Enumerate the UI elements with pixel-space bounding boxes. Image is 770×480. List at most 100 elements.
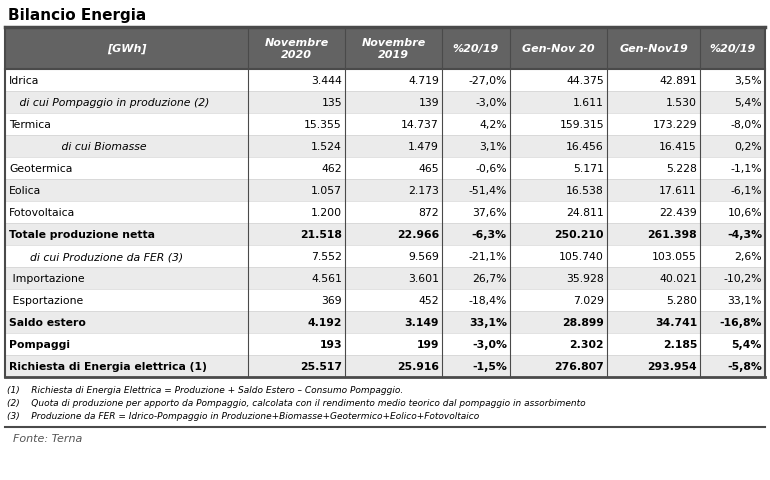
Text: 4.561: 4.561 [311, 274, 342, 283]
Text: 17.611: 17.611 [659, 186, 697, 195]
Text: -3,0%: -3,0% [475, 98, 507, 108]
Text: 15.355: 15.355 [304, 120, 342, 130]
Bar [5, 180, 765, 202]
Text: 24.811: 24.811 [566, 207, 604, 217]
Text: 2.185: 2.185 [663, 339, 697, 349]
Text: -16,8%: -16,8% [719, 317, 762, 327]
Text: -10,2%: -10,2% [724, 274, 762, 283]
Text: [GWh]: [GWh] [107, 44, 146, 54]
Text: Novembre
2019: Novembre 2019 [361, 38, 426, 60]
Bar [5, 136, 765, 157]
Text: -1,1%: -1,1% [731, 164, 762, 174]
Text: (2)    Quota di produzione per apporto da Pompaggio, calcolata con il rendimento: (2) Quota di produzione per apporto da P… [7, 398, 586, 407]
Bar [5, 224, 765, 245]
Text: Termica: Termica [9, 120, 51, 130]
Bar [5, 267, 765, 289]
Text: -0,6%: -0,6% [475, 164, 507, 174]
Text: Importazione: Importazione [9, 274, 85, 283]
Text: -6,1%: -6,1% [731, 186, 762, 195]
Text: 135: 135 [321, 98, 342, 108]
Text: -18,4%: -18,4% [469, 295, 507, 305]
Text: 7.029: 7.029 [573, 295, 604, 305]
Text: 9.569: 9.569 [408, 252, 439, 262]
Text: 250.210: 250.210 [554, 229, 604, 240]
Text: 4.192: 4.192 [307, 317, 342, 327]
Text: 37,6%: 37,6% [473, 207, 507, 217]
Text: 1.611: 1.611 [573, 98, 604, 108]
Bar [5, 157, 765, 180]
Text: 16.456: 16.456 [566, 142, 604, 152]
Text: 28.899: 28.899 [562, 317, 604, 327]
Text: 452: 452 [418, 295, 439, 305]
Text: 3,1%: 3,1% [480, 142, 507, 152]
Text: -6,3%: -6,3% [472, 229, 507, 240]
Text: 5.228: 5.228 [666, 164, 697, 174]
Bar [5, 333, 765, 355]
Text: 1.524: 1.524 [311, 142, 342, 152]
Text: -8,0%: -8,0% [731, 120, 762, 130]
Text: 193: 193 [320, 339, 342, 349]
Text: 40.021: 40.021 [659, 274, 697, 283]
Text: -4,3%: -4,3% [727, 229, 762, 240]
Text: 293.954: 293.954 [648, 361, 697, 371]
Text: 3.444: 3.444 [311, 76, 342, 86]
Text: 16.415: 16.415 [659, 142, 697, 152]
Text: -27,0%: -27,0% [468, 76, 507, 86]
Bar [5, 312, 765, 333]
Bar [5, 114, 765, 136]
Text: 872: 872 [418, 207, 439, 217]
Text: 103.055: 103.055 [652, 252, 697, 262]
Text: 44.375: 44.375 [566, 76, 604, 86]
Text: Gen-Nov19: Gen-Nov19 [619, 44, 688, 54]
Bar [5, 289, 765, 312]
Text: Totale produzione netta: Totale produzione netta [9, 229, 155, 240]
Text: 5.280: 5.280 [666, 295, 697, 305]
Text: 1.479: 1.479 [408, 142, 439, 152]
Text: %20/19: %20/19 [453, 44, 499, 54]
Text: 22.439: 22.439 [659, 207, 697, 217]
Text: Esportazione: Esportazione [9, 295, 83, 305]
Text: 26,7%: 26,7% [473, 274, 507, 283]
Text: 1.057: 1.057 [311, 186, 342, 195]
Text: 261.398: 261.398 [648, 229, 697, 240]
Text: 33,1%: 33,1% [728, 295, 762, 305]
Bar [5, 70, 765, 92]
Text: di cui Produzione da FER (3): di cui Produzione da FER (3) [9, 252, 183, 262]
Text: Bilancio Energia: Bilancio Energia [8, 8, 146, 23]
Text: 5,4%: 5,4% [732, 339, 762, 349]
Text: 2.173: 2.173 [408, 186, 439, 195]
Text: Geotermica: Geotermica [9, 164, 72, 174]
Text: -1,5%: -1,5% [472, 361, 507, 371]
Text: Eolica: Eolica [9, 186, 42, 195]
Text: 5,4%: 5,4% [735, 98, 762, 108]
Text: -5,8%: -5,8% [727, 361, 762, 371]
Text: Pompaggi: Pompaggi [9, 339, 70, 349]
Text: Saldo estero: Saldo estero [9, 317, 86, 327]
Bar [5, 245, 765, 267]
Text: 33,1%: 33,1% [469, 317, 507, 327]
Text: 35.928: 35.928 [566, 274, 604, 283]
Text: 173.229: 173.229 [652, 120, 697, 130]
Text: -21,1%: -21,1% [469, 252, 507, 262]
Text: 276.807: 276.807 [554, 361, 604, 371]
Text: 465: 465 [418, 164, 439, 174]
Text: 369: 369 [321, 295, 342, 305]
Text: 139: 139 [418, 98, 439, 108]
Text: 4,2%: 4,2% [480, 120, 507, 130]
Text: 462: 462 [321, 164, 342, 174]
Text: 22.966: 22.966 [397, 229, 439, 240]
Text: 25.916: 25.916 [397, 361, 439, 371]
Text: Fotovoltaica: Fotovoltaica [9, 207, 75, 217]
Bar [5, 92, 765, 114]
Text: 3,5%: 3,5% [735, 76, 762, 86]
Text: %20/19: %20/19 [709, 44, 755, 54]
Bar [5, 355, 765, 377]
Text: -3,0%: -3,0% [472, 339, 507, 349]
Text: (1)    Richiesta di Energia Elettrica = Produzione + Saldo Estero – Consumo Pomp: (1) Richiesta di Energia Elettrica = Pro… [7, 385, 403, 394]
Text: Gen-Nov 20: Gen-Nov 20 [522, 44, 594, 54]
Text: 14.737: 14.737 [401, 120, 439, 130]
Text: -51,4%: -51,4% [469, 186, 507, 195]
Text: Idrica: Idrica [9, 76, 39, 86]
Text: 4.719: 4.719 [408, 76, 439, 86]
Text: (3)    Produzione da FER = Idrico-Pompaggio in Produzione+Biomasse+Geotermico+Eo: (3) Produzione da FER = Idrico-Pompaggio… [7, 411, 479, 420]
